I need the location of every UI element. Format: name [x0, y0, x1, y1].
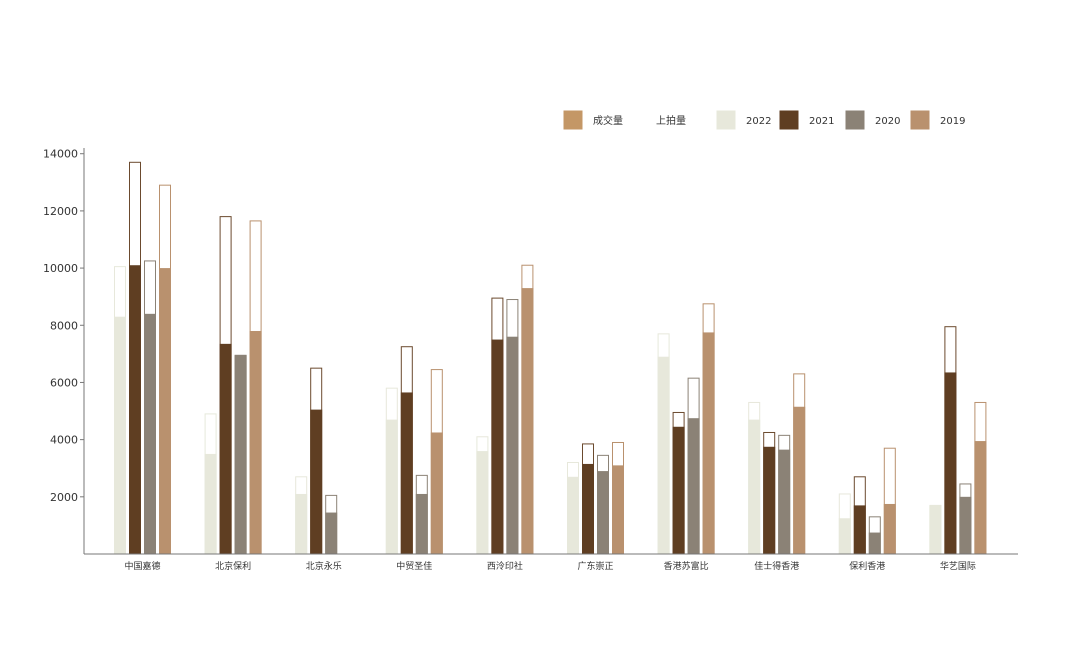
transacted-bar [868, 532, 881, 554]
legend-swatch [845, 110, 865, 130]
category-label: 香港苏富比 [664, 560, 709, 572]
legend-label: 上拍量 [656, 114, 686, 127]
bars [114, 161, 987, 555]
legend-label: 2021 [809, 116, 834, 127]
category-label: 佳士得香港 [754, 560, 799, 572]
transacted-bar [974, 441, 987, 554]
transacted-bar [672, 426, 685, 554]
x-axis: 中国嘉德 北京保利 北京永乐 中贸圣佳 西泠印社 广东崇正 香港苏富比 佳士得香港 保利香港 华艺… [84, 553, 1018, 572]
transacted-bar [234, 355, 247, 554]
category-label: 中贸圣佳 [396, 560, 432, 572]
category-label: 华艺国际 [940, 560, 976, 572]
transacted-bar [144, 313, 156, 554]
legend-label: 2022 [746, 116, 771, 127]
y-tick-label: 10000 [43, 262, 78, 275]
legend-swatch [779, 110, 799, 130]
transacted-bar [491, 339, 504, 554]
y-tick-label: 4000 [50, 434, 78, 447]
legend-swatch [626, 110, 646, 130]
transacted-bar [159, 268, 171, 554]
transacted-bar [129, 265, 141, 554]
transacted-bar [476, 451, 489, 554]
transacted-bar [597, 471, 609, 554]
transacted-bar [415, 493, 428, 554]
y-tick-label: 8000 [50, 319, 78, 332]
category-label: 中国嘉德 [124, 560, 160, 572]
transacted-bar [295, 493, 308, 554]
transacted-bar [883, 503, 896, 554]
legend-swatch [910, 110, 930, 130]
transacted-bar [748, 419, 761, 554]
transacted-bar [763, 446, 776, 554]
transacted-bar [612, 465, 624, 554]
y-axis: 2000 4000 6000 8000 10000 12000 14000 [43, 148, 85, 554]
category-label: 北京永乐 [306, 560, 342, 572]
transacted-bar [567, 476, 579, 554]
transacted-bar [838, 518, 851, 554]
y-tick-label: 12000 [43, 205, 78, 218]
transacted-bar [853, 505, 866, 554]
transacted-bar [657, 356, 670, 554]
category-label: 保利香港 [849, 560, 885, 572]
transacted-bar [430, 432, 443, 554]
transacted-bar [219, 343, 232, 554]
transacted-bar [249, 330, 262, 554]
transacted-bar [702, 332, 715, 554]
transacted-bar [114, 316, 126, 554]
transacted-bar [521, 288, 534, 554]
transacted-bar [944, 372, 957, 554]
transacted-bar [310, 409, 323, 554]
legend-swatch [716, 110, 736, 130]
category-label: 广东崇正 [577, 560, 613, 572]
transacted-bar [582, 463, 594, 554]
legend: 成交量 上拍量 2022 2021 2020 2019 [563, 110, 965, 130]
category-label: 西泠印社 [487, 560, 523, 572]
legend-label: 成交量 [593, 114, 623, 127]
legend-swatch [563, 110, 583, 130]
transacted-bar [929, 505, 942, 554]
transacted-bar [687, 418, 700, 554]
transacted-bar [204, 453, 217, 554]
category-label: 北京保利 [215, 560, 251, 572]
transacted-bar [959, 496, 972, 554]
transacted-bar [778, 449, 791, 554]
transacted-bar [385, 419, 398, 554]
legend-label: 2019 [940, 116, 965, 127]
transacted-bar [793, 406, 806, 554]
transacted-bar [506, 336, 519, 554]
y-tick-label: 6000 [50, 376, 78, 389]
legend-label: 2020 [875, 116, 900, 127]
transacted-bar [400, 392, 413, 554]
transacted-bar [325, 512, 338, 554]
y-tick-label: 14000 [43, 148, 78, 161]
y-tick-label: 2000 [50, 491, 78, 504]
